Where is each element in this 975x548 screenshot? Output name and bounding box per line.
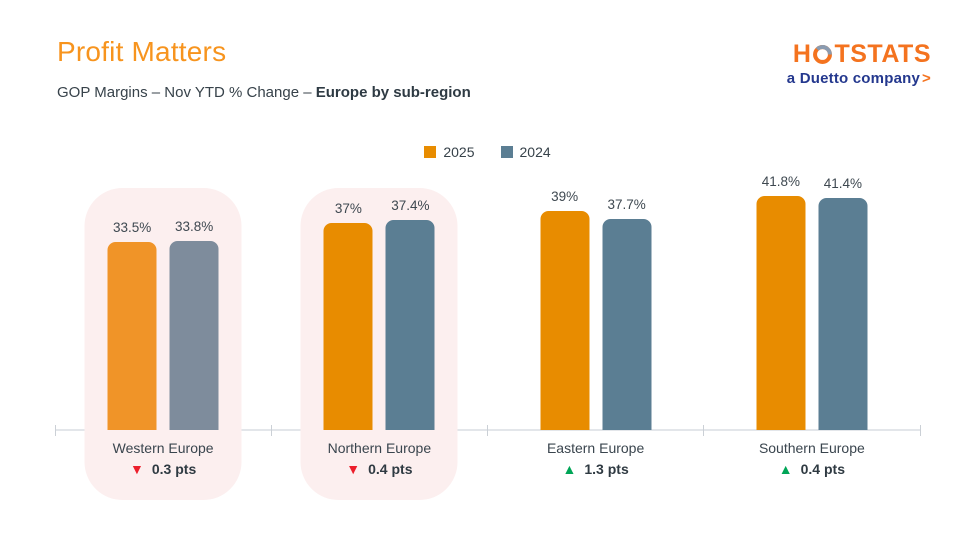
change-value: 0.3 pts — [151, 461, 197, 477]
chart-subtitle: GOP Margins – Nov YTD % Change – Europe … — [57, 84, 471, 101]
bar-2024-northern-europe — [385, 220, 435, 430]
change-indicator: ▲ 0.4 pts — [704, 461, 920, 477]
legend-label: 2025 — [443, 144, 475, 160]
bar-2024-western-europe — [169, 240, 219, 430]
bar-2025-eastern-europe — [540, 211, 590, 430]
bar-pair: 37% 37.4% — [323, 198, 435, 430]
axis-tick — [54, 425, 56, 436]
subtitle-region: Europe by sub-region — [315, 84, 471, 101]
category-label: Northern Europe — [327, 440, 432, 456]
change-indicator: ▼ 0.3 pts — [55, 461, 271, 477]
trend-down-icon: ▼ — [346, 461, 361, 477]
brand-left: H — [792, 40, 812, 68]
axis-tick — [703, 425, 705, 436]
brand-tagline: a Duetto company > — [786, 70, 931, 87]
category-group: 37% 37.4% Northern Europe ▼ 0.4 pts — [271, 180, 487, 500]
page-title: Profit Matters — [57, 36, 227, 67]
bar-value-label: 37% — [334, 200, 362, 216]
bar-2024-southern-europe — [818, 197, 868, 430]
subtitle-prefix: GOP Margins – Nov YTD % Change – — [57, 84, 316, 101]
bar-2025-southern-europe — [756, 195, 806, 430]
bar-slot: 37% — [323, 201, 373, 430]
bar-2025-western-europe — [107, 242, 157, 430]
axis-tick — [270, 425, 272, 436]
change-value: 0.4 pts — [368, 461, 413, 477]
change-indicator: ▼ 0.4 pts — [271, 461, 487, 477]
category-group: 33.5% 33.8% Western Europe ▼ 0.3 pts — [55, 180, 271, 500]
trend-down-icon: ▼ — [130, 461, 144, 477]
hotstats-logo: H TSTATS a Duetto company > — [786, 42, 931, 88]
bar-pair: 39% 37.7% — [540, 189, 652, 430]
plot-area: 33.5% 33.8% Western Europe ▼ 0.3 pts 37% 37.4%… — [54, 174, 921, 500]
axis-tick — [487, 425, 488, 436]
bar-value-label: 37.7% — [607, 196, 646, 212]
legend-item-2024: 2024 — [500, 144, 551, 160]
bar-value-label: 33.5% — [112, 220, 152, 236]
bar-2025-northern-europe — [323, 222, 373, 430]
bar-slot: 37.4% — [385, 198, 435, 430]
bar-slot: 41.8% — [756, 174, 806, 430]
bar-slot: 37.7% — [602, 197, 652, 430]
change-value: 0.4 pts — [800, 461, 845, 477]
category-group: 41.8% 41.4% Southern Europe ▲ 0.4 pts — [704, 174, 920, 477]
bar-value-label: 33.8% — [174, 218, 214, 234]
legend-label: 2024 — [519, 144, 551, 160]
bar-pair: 33.5% 33.8% — [107, 219, 219, 430]
legend-swatch-2024 — [500, 146, 513, 158]
chart-legend: 2025 2024 — [0, 144, 975, 160]
bar-slot: 33.8% — [169, 219, 219, 430]
bar-value-label: 39% — [551, 189, 579, 205]
change-value: 1.3 pts — [584, 461, 629, 477]
category-label: Western Europe — [112, 440, 214, 456]
category-label: Southern Europe — [758, 440, 865, 456]
category-label: Eastern Europe — [546, 440, 645, 456]
trend-up-icon: ▲ — [562, 461, 577, 477]
bar-slot: 33.5% — [107, 220, 157, 430]
brand-right: TSTATS — [834, 40, 931, 68]
trend-up-icon: ▲ — [778, 461, 793, 477]
brand-wordmark: H TSTATS — [787, 42, 931, 67]
bar-value-label: 41.4% — [823, 175, 863, 191]
change-indicator: ▲ 1.3 pts — [488, 461, 704, 477]
category-group: 39% 37.7% Eastern Europe ▲ 1.3 pts — [488, 180, 704, 477]
bar-value-label: 41.8% — [761, 173, 801, 189]
bar-value-label: 37.4% — [391, 198, 430, 214]
bar-slot: 39% — [540, 189, 590, 430]
bar-slot: 41.4% — [818, 176, 868, 430]
legend-swatch-2025 — [424, 146, 437, 158]
logo-o-icon — [813, 45, 833, 64]
legend-item-2025: 2025 — [424, 144, 475, 160]
axis-tick — [919, 425, 921, 436]
chevron-right-icon: > — [922, 70, 931, 87]
bar-2024-eastern-europe — [602, 218, 652, 430]
bar-pair: 41.8% 41.4% — [756, 174, 868, 430]
